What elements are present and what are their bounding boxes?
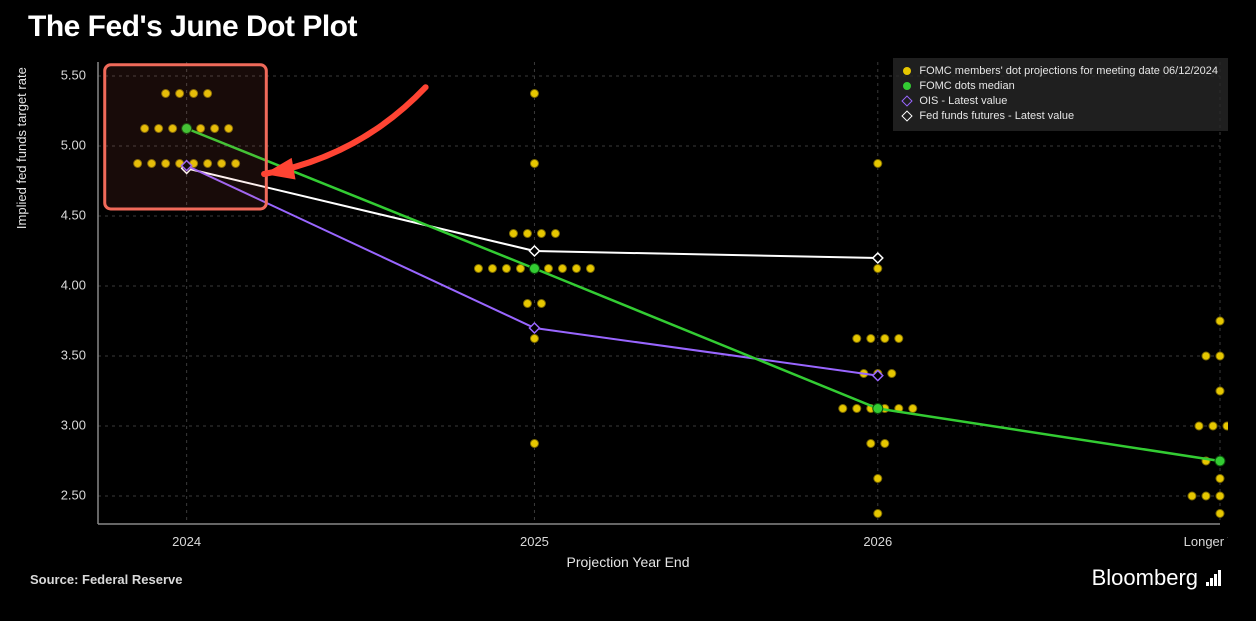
- fomc-dot: [881, 440, 889, 448]
- fomc-dot: [530, 160, 538, 168]
- legend-item-futures: Fed funds futures - Latest value: [901, 109, 1218, 124]
- legend-item-ois: OIS - Latest value: [901, 94, 1218, 109]
- svg-text:2.50: 2.50: [61, 487, 86, 502]
- fomc-dot: [867, 440, 875, 448]
- fomc-dot: [874, 510, 882, 518]
- legend-label: FOMC dots median: [919, 79, 1014, 94]
- annotation-box: [105, 65, 267, 209]
- x-axis-label: Projection Year End: [567, 554, 690, 570]
- legend-swatch-icon: [901, 95, 913, 107]
- fomc-dot: [874, 265, 882, 273]
- chart-area: Implied fed funds target rate 2.503.003.…: [28, 56, 1228, 564]
- svg-text:3.00: 3.00: [61, 417, 86, 432]
- series-marker: [1215, 456, 1225, 466]
- fomc-dot: [888, 370, 896, 378]
- fomc-dot: [874, 475, 882, 483]
- svg-text:5.50: 5.50: [61, 67, 86, 82]
- brand-text: Bloomberg: [1092, 565, 1198, 591]
- svg-text:2026: 2026: [863, 534, 892, 549]
- fomc-dot: [488, 265, 496, 273]
- legend-label: FOMC members' dot projections for meetin…: [919, 64, 1218, 79]
- legend-label: OIS - Latest value: [919, 94, 1007, 109]
- svg-text:4.50: 4.50: [61, 207, 86, 222]
- fomc-dot: [874, 160, 882, 168]
- fomc-dot: [544, 265, 552, 273]
- legend-item-dots: FOMC members' dot projections for meetin…: [901, 64, 1218, 79]
- series-marker: [873, 404, 883, 414]
- series-marker: [529, 264, 539, 274]
- fomc-dot: [558, 265, 566, 273]
- svg-text:Longer Term: Longer Term: [1184, 534, 1228, 549]
- fomc-dot: [1202, 352, 1210, 360]
- fomc-dot: [537, 300, 545, 308]
- fomc-dot: [523, 300, 531, 308]
- fomc-dot: [1216, 317, 1224, 325]
- fomc-dot: [530, 440, 538, 448]
- chart-card: The Fed's June Dot Plot Implied fed fund…: [0, 0, 1256, 621]
- series-line: [187, 129, 1220, 462]
- fomc-dot: [909, 405, 917, 413]
- fomc-dot: [523, 230, 531, 238]
- fomc-dot: [839, 405, 847, 413]
- fomc-dot: [537, 230, 545, 238]
- fomc-dot: [1223, 422, 1228, 430]
- fomc-dot: [502, 265, 510, 273]
- fomc-dot: [530, 335, 538, 343]
- fomc-dot: [853, 405, 861, 413]
- fomc-dot: [867, 335, 875, 343]
- fomc-dot: [1216, 352, 1224, 360]
- chart-title: The Fed's June Dot Plot: [28, 10, 357, 44]
- series-marker: [873, 253, 883, 263]
- fomc-dot: [1195, 422, 1203, 430]
- fomc-dot: [895, 335, 903, 343]
- svg-text:2024: 2024: [172, 534, 201, 549]
- fomc-dot: [881, 335, 889, 343]
- svg-text:4.00: 4.00: [61, 277, 86, 292]
- legend-item-median: FOMC dots median: [901, 79, 1218, 94]
- fomc-dot: [1216, 387, 1224, 395]
- svg-text:2025: 2025: [520, 534, 549, 549]
- fomc-dot: [1202, 492, 1210, 500]
- series-marker: [529, 246, 539, 256]
- legend-swatch-icon: [901, 80, 913, 92]
- legend: FOMC members' dot projections for meetin…: [893, 58, 1228, 131]
- fomc-dot: [1188, 492, 1196, 500]
- plot-svg: 2.50 3.00 3.50 4.00 4.50 5.00 5.50 2024 2025 2026…: [28, 56, 1228, 564]
- fomc-dot: [1216, 475, 1224, 483]
- brand-logo: Bloomberg: [1092, 565, 1224, 591]
- fomc-dot: [586, 265, 594, 273]
- fomc-dot: [572, 265, 580, 273]
- legend-label: Fed funds futures - Latest value: [919, 109, 1074, 124]
- legend-swatch-icon: [901, 65, 913, 77]
- svg-text:5.00: 5.00: [61, 137, 86, 152]
- fomc-dot: [509, 230, 517, 238]
- fomc-dot: [516, 265, 524, 273]
- series-marker: [529, 323, 539, 333]
- fomc-dot: [474, 265, 482, 273]
- brand-glyph-icon: [1204, 568, 1224, 588]
- svg-text:3.50: 3.50: [61, 347, 86, 362]
- legend-swatch-icon: [901, 110, 913, 122]
- source-label: Source: Federal Reserve: [30, 572, 182, 587]
- y-axis-label: Implied fed funds target rate: [14, 67, 29, 229]
- fomc-dot: [853, 335, 861, 343]
- fomc-dot: [1216, 510, 1224, 518]
- fomc-dot: [551, 230, 559, 238]
- fomc-dot: [1209, 422, 1217, 430]
- fomc-dot: [1216, 492, 1224, 500]
- fomc-dot: [530, 90, 538, 98]
